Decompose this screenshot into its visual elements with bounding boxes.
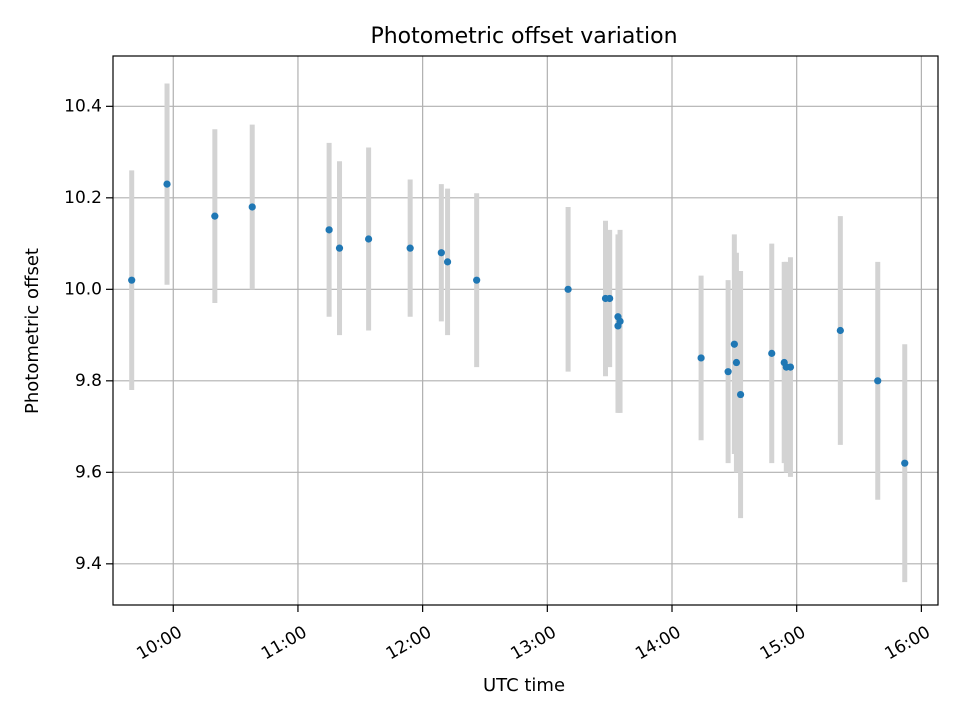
data-point (248, 203, 256, 211)
data-point (365, 235, 373, 243)
plot-area (113, 56, 938, 605)
data-point (406, 244, 414, 252)
y-tick-label: 9.8 (75, 371, 102, 391)
y-tick-label: 10.0 (64, 279, 102, 299)
data-point (606, 294, 614, 303)
data-point (736, 390, 745, 399)
y-tick-label: 9.4 (75, 554, 102, 574)
data-point (325, 226, 333, 234)
data-point (786, 363, 795, 371)
data-point (697, 354, 705, 362)
data-points (128, 180, 909, 467)
grid-lines (113, 56, 938, 605)
plot-frame (112, 55, 939, 606)
data-point (730, 340, 738, 348)
data-point (211, 212, 219, 220)
y-axis-ticks: 9.4 9.6 9.8 10.0 10.2 10.4 (64, 96, 113, 574)
y-axis-label: Photometric offset (22, 248, 43, 414)
y-tick-label: 10.2 (64, 188, 102, 208)
data-point (335, 244, 344, 252)
y-tick-label: 9.6 (75, 462, 102, 482)
x-axis-label: UTC time (483, 675, 565, 696)
data-point (836, 326, 844, 335)
data-point (473, 276, 481, 284)
chart-title: Photometric offset variation (370, 24, 677, 49)
data-point (616, 317, 624, 325)
data-point (564, 285, 572, 293)
data-point (874, 377, 882, 385)
data-point (128, 276, 136, 284)
data-point (901, 459, 909, 467)
data-point (732, 358, 741, 367)
data-point (768, 349, 776, 357)
y-tick-label: 10.4 (64, 96, 102, 116)
data-point (437, 249, 445, 257)
data-point (163, 180, 171, 188)
data-point (724, 368, 732, 376)
data-point (443, 258, 452, 266)
